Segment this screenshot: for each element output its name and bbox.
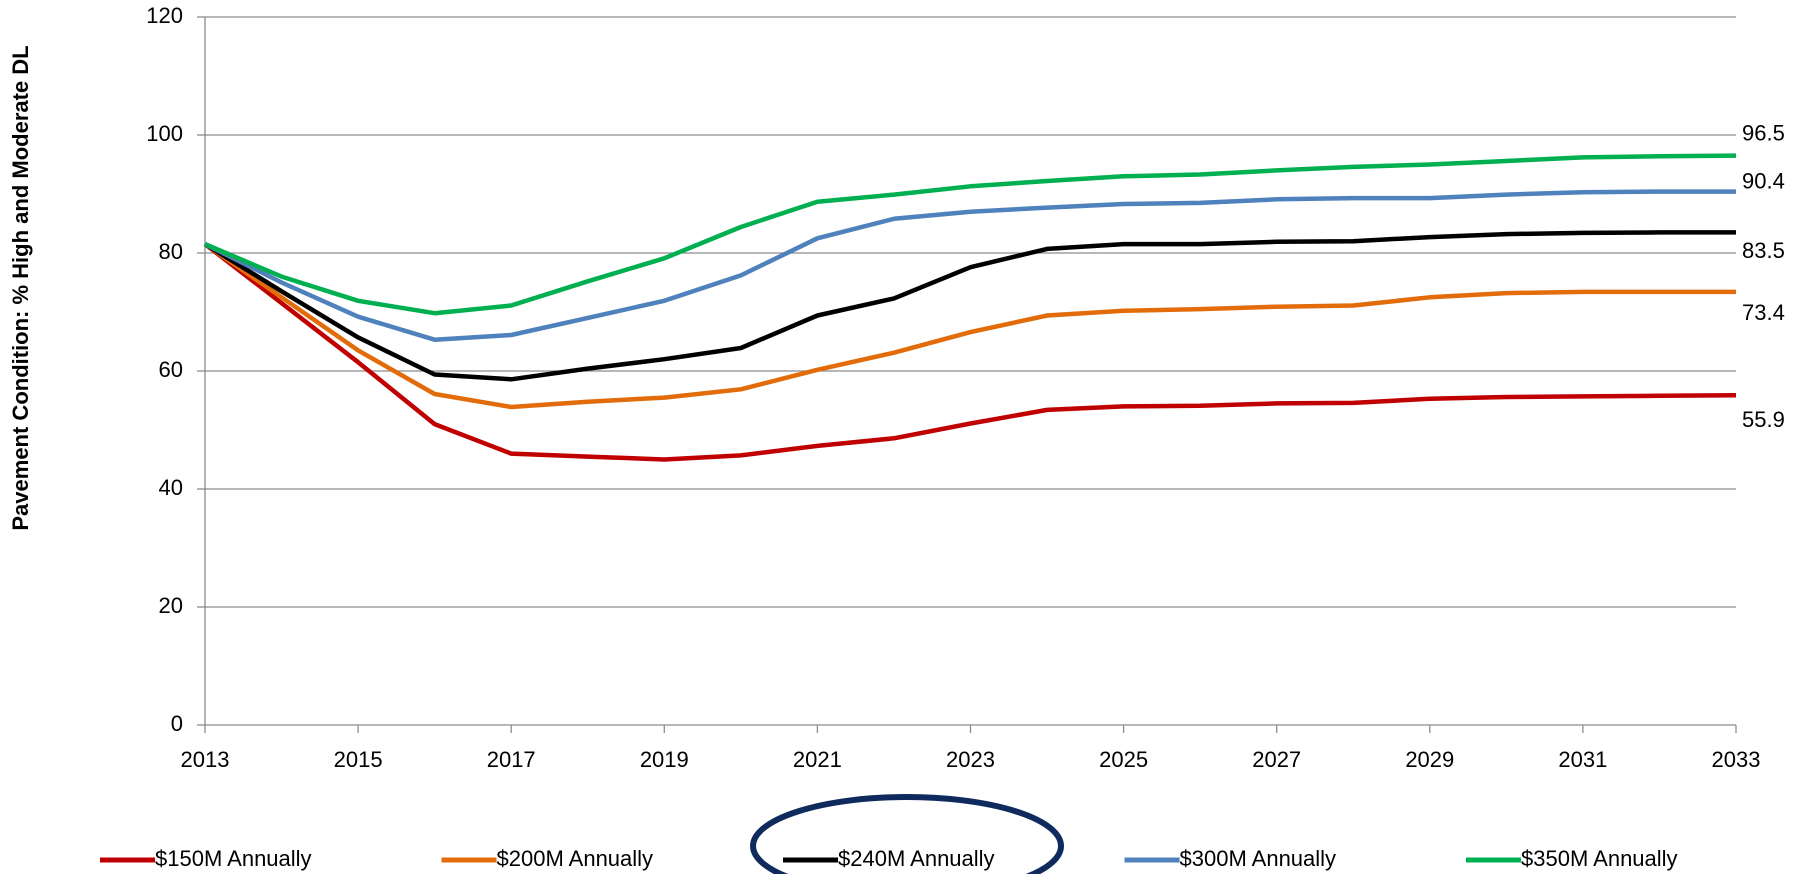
legend-label: $300M Annually (1180, 846, 1337, 871)
x-tick-label: 2015 (334, 747, 383, 772)
legend-label: $150M Annually (155, 846, 312, 871)
y-axis-title: Pavement Condition: % High and Moderate … (8, 45, 33, 530)
end-label: 90.4 (1742, 168, 1785, 193)
x-tick-label: 2013 (181, 747, 230, 772)
x-tick-label: 2025 (1099, 747, 1148, 772)
y-tick-label: 60 (159, 357, 183, 382)
x-tick-label: 2023 (946, 747, 995, 772)
y-tick-label: 80 (159, 239, 183, 264)
legend-label: $240M Annually (838, 846, 995, 871)
end-label: 96.5 (1742, 120, 1785, 145)
x-tick-label: 2027 (1252, 747, 1301, 772)
y-tick-label: 120 (146, 3, 183, 28)
x-tick-label: 2029 (1405, 747, 1454, 772)
x-tick-label: 2017 (487, 747, 536, 772)
series-line (203, 242, 1736, 410)
x-tick-label: 2021 (793, 747, 842, 772)
x-tick-label: 2019 (640, 747, 689, 772)
series-line (204, 153, 1737, 316)
x-tick-label: 2033 (1712, 747, 1761, 772)
series-line (203, 230, 1736, 382)
y-tick-label: 20 (159, 593, 183, 618)
end-label: 73.4 (1742, 300, 1785, 325)
y-tick-label: 40 (159, 475, 183, 500)
highlight-circle (750, 794, 1064, 874)
y-tick-label: 100 (146, 121, 183, 146)
legend-label: $350M Annually (1521, 846, 1678, 871)
y-tick-label: 0 (171, 711, 183, 736)
series-line (203, 242, 1737, 462)
series-line (203, 189, 1736, 342)
x-tick-label: 2031 (1558, 747, 1607, 772)
end-label: 55.9 (1742, 407, 1785, 432)
end-label: 83.5 (1742, 238, 1785, 263)
legend-label: $200M Annually (497, 846, 654, 871)
